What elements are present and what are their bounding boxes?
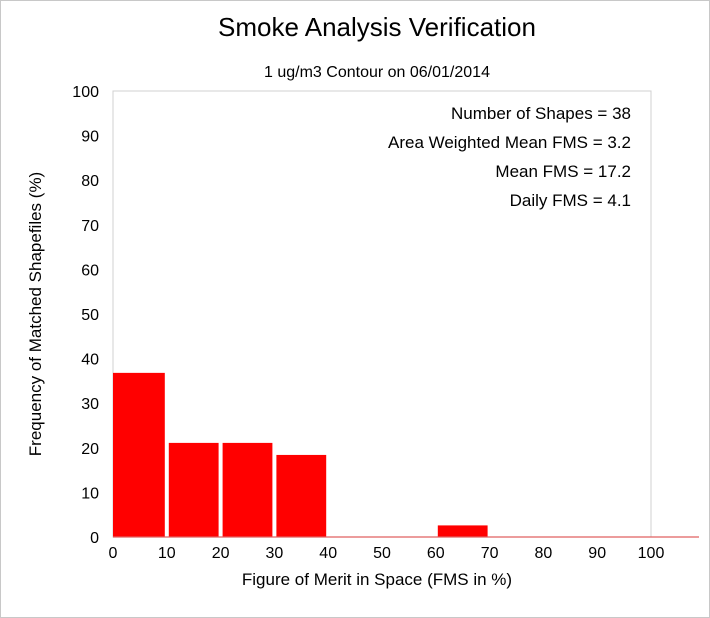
y-tick-labels: 0 10 20 30 40 50 60 70 80 90 100: [72, 84, 99, 547]
x-tick-label: 60: [427, 545, 445, 562]
x-tick-label: 80: [535, 545, 553, 562]
y-tick-label: 90: [81, 129, 99, 146]
chart-subtitle: 1 ug/m3 Contour on 06/01/2014: [264, 64, 490, 81]
statistic-annotation: Mean FMS = 17.2: [495, 162, 631, 181]
y-tick-label: 100: [72, 84, 99, 101]
statistic-annotation: Daily FMS = 4.1: [510, 191, 631, 210]
y-tick-label: 40: [81, 352, 99, 369]
x-axis-label: Figure of Merit in Space (FMS in %): [242, 570, 512, 589]
x-tick-label: 90: [588, 545, 606, 562]
bar-30-40: [276, 454, 327, 537]
bar-0-10: [113, 372, 165, 537]
x-tick-label: 100: [638, 545, 665, 562]
statistics-annotations: Number of Shapes = 38 Area Weighted Mean …: [388, 104, 631, 210]
y-axis-label: Frequency of Matched Shapefiles (%): [26, 172, 45, 456]
y-tick-label: 0: [90, 530, 99, 547]
x-tick-label: 50: [373, 545, 391, 562]
x-tick-labels: 0 10 20 30 40 50 60 70 80 90 100: [109, 545, 665, 562]
x-tick-label: 40: [319, 545, 337, 562]
x-tick-label: 0: [109, 545, 118, 562]
x-tick-label: 30: [266, 545, 284, 562]
bar-10-20: [168, 442, 219, 537]
statistic-annotation: Area Weighted Mean FMS = 3.2: [388, 133, 631, 152]
y-tick-label: 20: [81, 441, 99, 458]
x-tick-label: 10: [158, 545, 176, 562]
y-tick-label: 30: [81, 396, 99, 413]
y-tick-label: 70: [81, 218, 99, 235]
statistic-annotation: Number of Shapes = 38: [451, 104, 631, 123]
bar-20-30: [222, 442, 273, 537]
y-tick-label: 50: [81, 307, 99, 324]
y-tick-label: 60: [81, 262, 99, 279]
y-tick-label: 10: [81, 485, 99, 502]
x-tick-label: 70: [481, 545, 499, 562]
bars-group: [113, 372, 488, 537]
chart-title: Smoke Analysis Verification: [218, 12, 536, 42]
x-tick-label: 20: [212, 545, 230, 562]
bar-60-70: [437, 525, 488, 537]
y-tick-label: 80: [81, 173, 99, 190]
